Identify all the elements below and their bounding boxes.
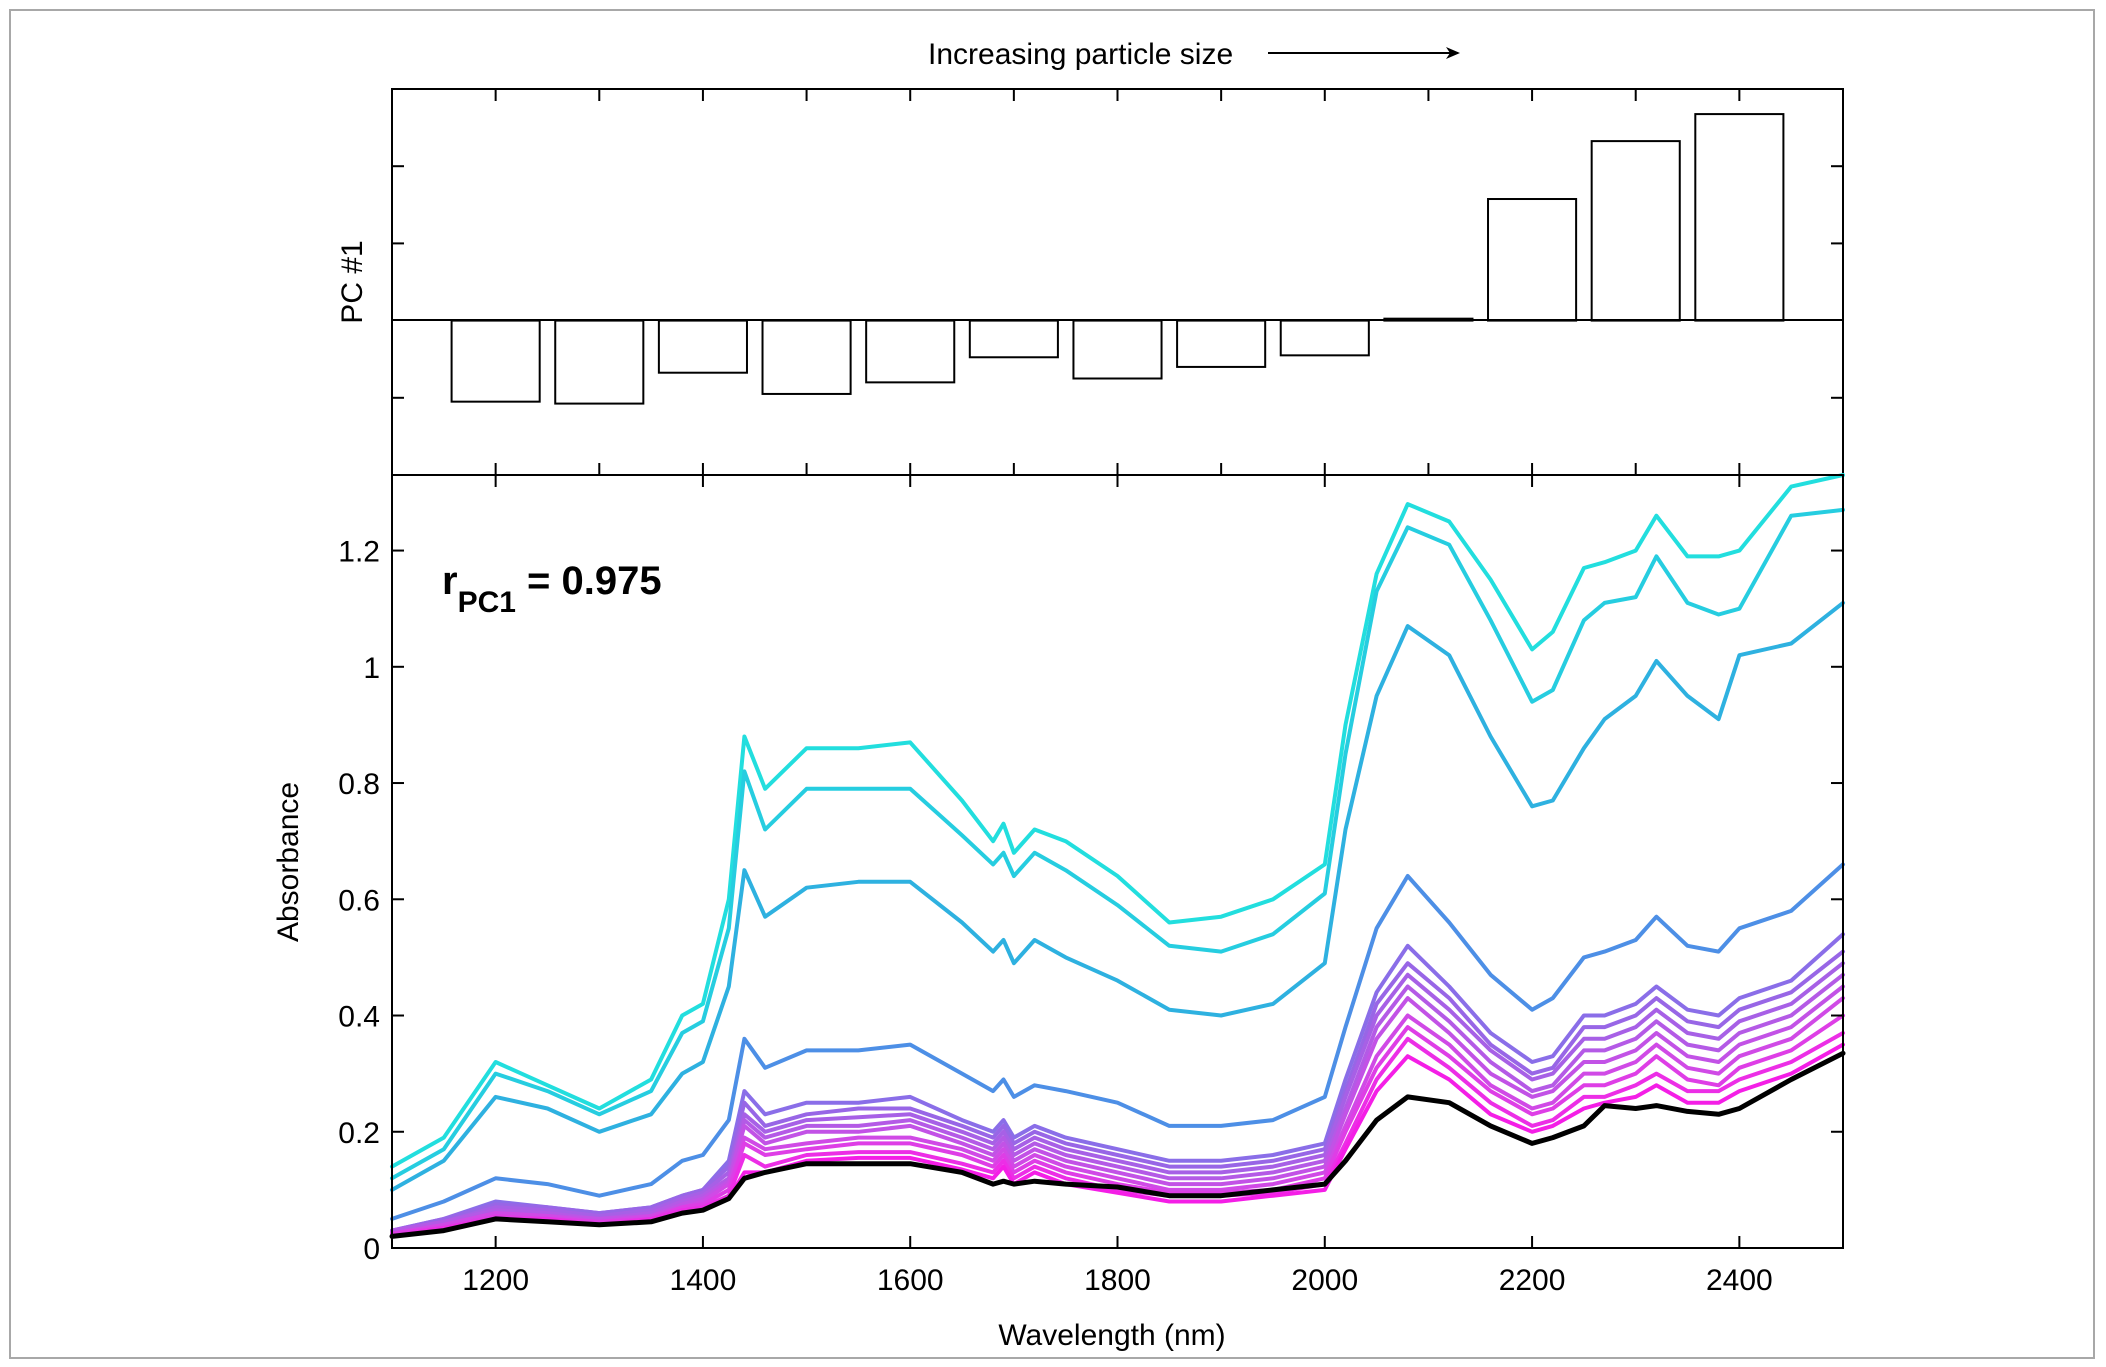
y-tick-label: 1 xyxy=(363,652,380,685)
x-tick-label: 1200 xyxy=(462,1264,529,1297)
y-tick-label: 0.2 xyxy=(338,1117,380,1150)
pc1-axis-ticks xyxy=(392,89,1843,475)
y-tick-label: 0.4 xyxy=(338,1001,380,1034)
absorbance-series-line xyxy=(390,600,1845,1192)
r-pc1-value: = 0.975 xyxy=(516,559,662,603)
x-tick-label: 2200 xyxy=(1499,1264,1566,1297)
particle-size-annotation: Increasing particle size xyxy=(928,38,1233,71)
x-axis-label: Wavelength (nm) xyxy=(998,1319,1225,1352)
absorbance-series-line xyxy=(390,1031,1845,1239)
y-axis-label: Absorbance xyxy=(272,782,305,942)
x-tick-label: 1600 xyxy=(877,1264,944,1297)
x-tick-label: 1800 xyxy=(1084,1264,1151,1297)
figure-border xyxy=(9,9,2095,1359)
pc1-y-axis-label: PC #1 xyxy=(336,240,369,323)
x-tick-label: 2400 xyxy=(1706,1264,1773,1297)
r-pc1-subscript: PC1 xyxy=(458,586,516,619)
absorbance-series-line xyxy=(389,1050,1846,1239)
absorbance-series-line xyxy=(390,984,1845,1236)
y-tick-label: 0.8 xyxy=(338,768,380,801)
x-tick-label: 2000 xyxy=(1291,1264,1358,1297)
y-tick-label: 1.2 xyxy=(338,536,380,569)
absorbance-series-line xyxy=(390,972,1845,1233)
y-tick-label: 0 xyxy=(363,1233,380,1266)
r-pc1-annotation: rPC1 = 0.975 xyxy=(442,559,662,619)
absorbance-series-line xyxy=(390,862,1845,1221)
x-tick-label: 1400 xyxy=(670,1264,737,1297)
absorbance-series xyxy=(389,473,1846,1239)
absorbance-series-line xyxy=(390,473,1845,1169)
absorbance-series-line xyxy=(390,1013,1845,1236)
y-tick-label: 0.6 xyxy=(338,884,380,917)
absorbance-series-line xyxy=(390,961,1845,1233)
absorbance-panel: 1200 1400 1600 1800 2000 2200 2400 0 0.2 0.4 0.6 0.… xyxy=(272,473,1846,1352)
absorbance-series-line xyxy=(390,949,1845,1233)
absorbance-series-line xyxy=(390,507,1845,1181)
r-pc1-main: r xyxy=(442,559,458,603)
absorbance-axis-ticks: 1200 1400 1600 1800 2000 2200 2400 0 0.2 0.4 0.6 0.… xyxy=(338,475,1843,1297)
